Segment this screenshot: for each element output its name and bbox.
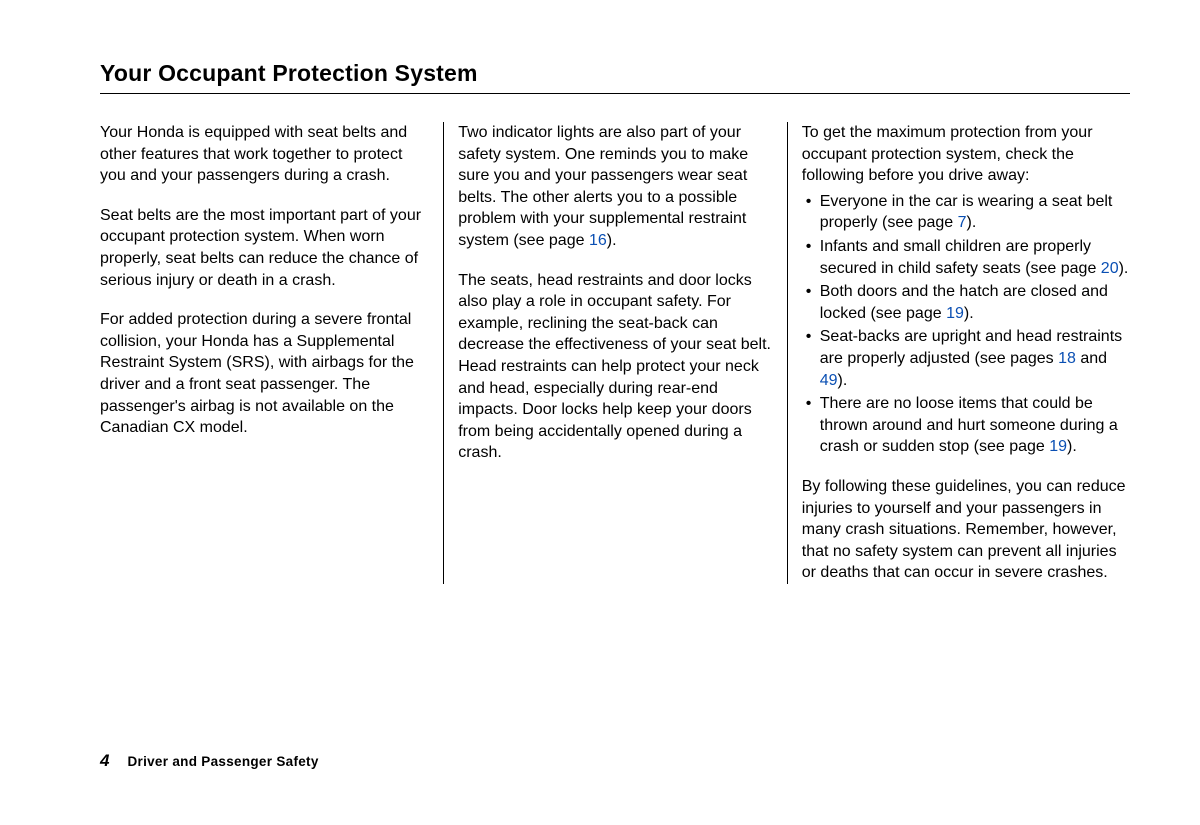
page-footer: 4 Driver and Passenger Safety bbox=[100, 751, 319, 771]
column-1: Your Honda is equipped with seat belts a… bbox=[100, 122, 443, 584]
body-columns: Your Honda is equipped with seat belts a… bbox=[100, 122, 1130, 584]
paragraph: Your Honda is equipped with seat belts a… bbox=[100, 122, 429, 187]
column-3: To get the maximum protection from your … bbox=[787, 122, 1130, 584]
paragraph: By following these guidelines, you can r… bbox=[802, 476, 1130, 584]
manual-page: Your Occupant Protection System Your Hon… bbox=[0, 0, 1200, 825]
page-link[interactable]: 7 bbox=[958, 214, 967, 231]
paragraph: Seat belts are the most important part o… bbox=[100, 205, 429, 291]
list-item: Both doors and the hatch are closed and … bbox=[802, 281, 1130, 324]
text-run: ). bbox=[964, 305, 974, 322]
paragraph: To get the maximum protection from your … bbox=[802, 122, 1130, 187]
page-link[interactable]: 16 bbox=[589, 232, 607, 249]
text-run: ). bbox=[967, 214, 977, 231]
paragraph: The seats, head restraints and door lock… bbox=[458, 270, 773, 464]
list-item: Everyone in the car is wearing a seat be… bbox=[802, 191, 1130, 234]
paragraph: For added protection during a severe fro… bbox=[100, 309, 429, 439]
page-title: Your Occupant Protection System bbox=[100, 60, 1130, 87]
list-item: Seat-backs are upright and head restrain… bbox=[802, 326, 1130, 391]
list-item: Infants and small children are properly … bbox=[802, 236, 1130, 279]
page-link[interactable]: 49 bbox=[820, 372, 838, 389]
text-run: and bbox=[1076, 350, 1107, 367]
text-run: ). bbox=[838, 372, 848, 389]
title-rule bbox=[100, 93, 1130, 94]
text-run: ). bbox=[607, 232, 617, 249]
text-run: Infants and small children are properly … bbox=[820, 238, 1101, 277]
text-run: ). bbox=[1119, 260, 1129, 277]
section-label: Driver and Passenger Safety bbox=[127, 754, 318, 769]
list-item: There are no loose items that could be t… bbox=[802, 393, 1130, 458]
checklist: Everyone in the car is wearing a seat be… bbox=[802, 191, 1130, 458]
column-2: Two indicator lights are also part of yo… bbox=[443, 122, 787, 584]
paragraph: Two indicator lights are also part of yo… bbox=[458, 122, 773, 252]
page-link[interactable]: 19 bbox=[946, 305, 964, 322]
page-link[interactable]: 18 bbox=[1058, 350, 1076, 367]
page-number: 4 bbox=[100, 751, 109, 771]
page-link[interactable]: 19 bbox=[1049, 438, 1067, 455]
text-run: ). bbox=[1067, 438, 1077, 455]
page-link[interactable]: 20 bbox=[1101, 260, 1119, 277]
text-run: Two indicator lights are also part of yo… bbox=[458, 124, 748, 249]
